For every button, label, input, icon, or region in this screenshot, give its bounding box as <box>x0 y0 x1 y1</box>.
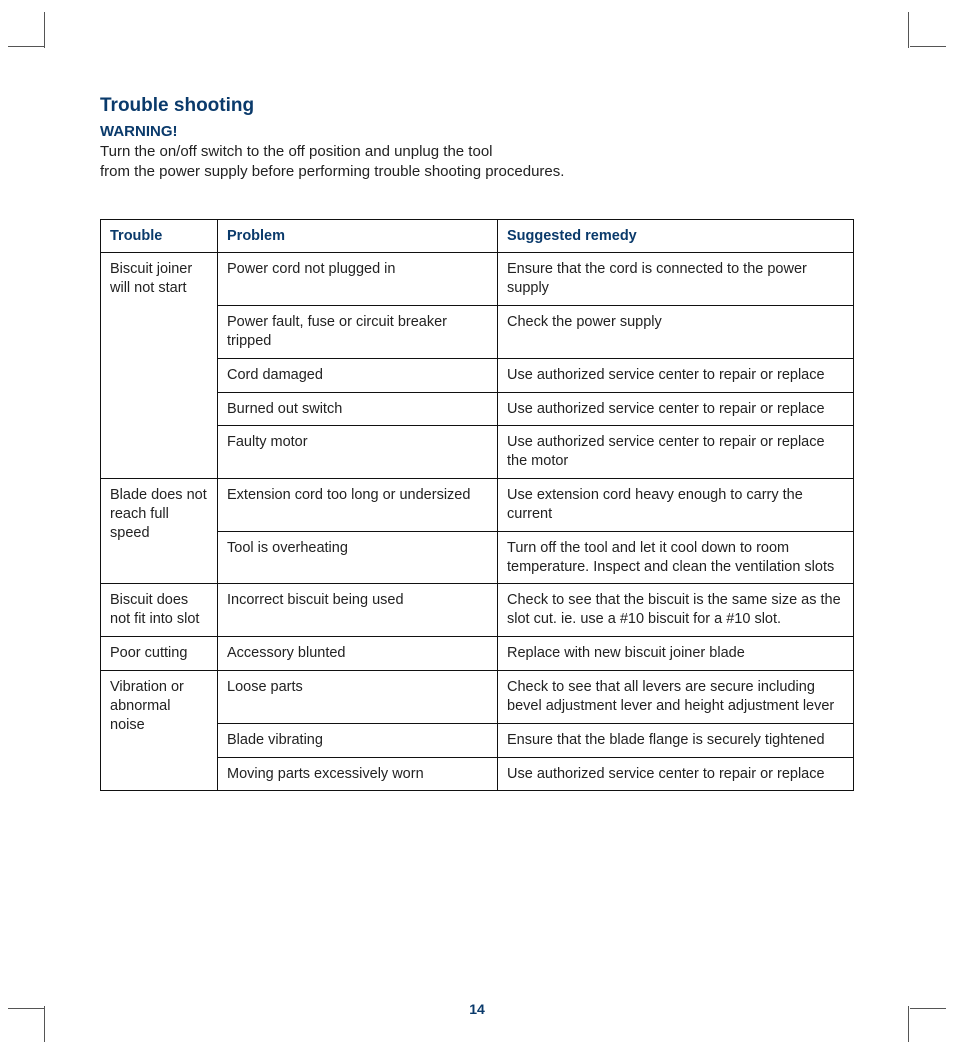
trouble-cell: Poor cutting <box>101 637 218 671</box>
intro-line: from the power supply before performing … <box>100 163 564 180</box>
remedy-cell: Use authorized service center to repair … <box>498 358 854 392</box>
remedy-cell: Replace with new biscuit joiner blade <box>498 637 854 671</box>
intro-text: Turn the on/off switch to the off positi… <box>100 142 854 183</box>
header-problem: Problem <box>218 219 498 253</box>
remedy-cell: Use authorized service center to repair … <box>498 392 854 426</box>
trouble-cell: Biscuit does not fit into slot <box>101 584 218 637</box>
problem-cell: Incorrect biscuit being used <box>218 584 498 637</box>
problem-cell: Loose parts <box>218 671 498 724</box>
problem-cell: Tool is overheating <box>218 531 498 584</box>
table-row: Vibration or abnormal noiseLoose partsCh… <box>101 671 854 724</box>
problem-cell: Power cord not plugged in <box>218 253 498 306</box>
remedy-cell: Use authorized service center to repair … <box>498 757 854 791</box>
problem-cell: Extension cord too long or undersized <box>218 479 498 532</box>
remedy-cell: Turn off the tool and let it cool down t… <box>498 531 854 584</box>
problem-cell: Moving parts excessively worn <box>218 757 498 791</box>
trouble-cell: Vibration or abnormal noise <box>101 671 218 791</box>
table-header-row: Trouble Problem Suggested remedy <box>101 219 854 253</box>
problem-cell: Accessory blunted <box>218 637 498 671</box>
problem-cell: Cord damaged <box>218 358 498 392</box>
remedy-cell: Use extension cord heavy enough to carry… <box>498 479 854 532</box>
intro-line: Turn the on/off switch to the off positi… <box>100 143 493 160</box>
trouble-cell: Biscuit joiner will not start <box>101 253 218 479</box>
remedy-cell: Check the power supply <box>498 306 854 359</box>
remedy-cell: Use authorized service center to repair … <box>498 426 854 479</box>
remedy-cell: Ensure that the blade flange is securely… <box>498 723 854 757</box>
table-row: Poor cuttingAccessory bluntedReplace wit… <box>101 637 854 671</box>
header-trouble: Trouble <box>101 219 218 253</box>
remedy-cell: Check to see that the biscuit is the sam… <box>498 584 854 637</box>
problem-cell: Burned out switch <box>218 392 498 426</box>
problem-cell: Faulty motor <box>218 426 498 479</box>
document-page: Trouble shooting WARNING! Turn the on/of… <box>0 0 954 1055</box>
remedy-cell: Ensure that the cord is connected to the… <box>498 253 854 306</box>
problem-cell: Power fault, fuse or circuit breaker tri… <box>218 306 498 359</box>
table-row: Blade does not reach full speedExtension… <box>101 479 854 532</box>
remedy-cell: Check to see that all levers are secure … <box>498 671 854 724</box>
page-number: 14 <box>0 1001 954 1017</box>
table-row: Biscuit does not fit into slotIncorrect … <box>101 584 854 637</box>
page-title: Trouble shooting <box>100 95 854 117</box>
warning-label: WARNING! <box>100 123 854 140</box>
table-row: Biscuit joiner will not startPower cord … <box>101 253 854 306</box>
problem-cell: Blade vibrating <box>218 723 498 757</box>
header-remedy: Suggested remedy <box>498 219 854 253</box>
troubleshooting-table: Trouble Problem Suggested remedy Biscuit… <box>100 219 854 792</box>
trouble-cell: Blade does not reach full speed <box>101 479 218 584</box>
